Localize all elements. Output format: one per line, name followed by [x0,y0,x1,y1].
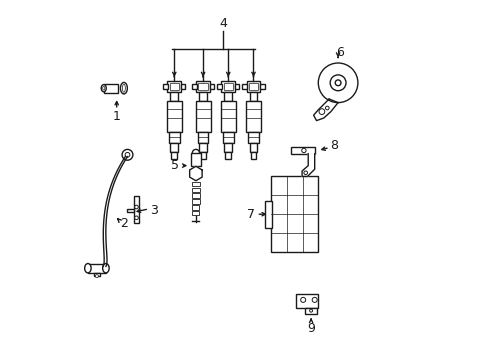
Ellipse shape [125,153,130,157]
Bar [166,101,182,132]
Bar [192,199,199,204]
Bar [133,196,139,223]
Ellipse shape [192,149,199,157]
Bar [170,143,178,152]
Circle shape [311,297,317,302]
Text: 5: 5 [171,159,179,172]
Bar [192,188,200,192]
Text: 6: 6 [335,46,343,59]
Bar [264,201,271,228]
Bar [225,152,231,159]
Bar [198,83,207,90]
Circle shape [318,109,324,114]
Bar [247,132,258,143]
Bar [200,152,205,159]
Bar [246,81,260,92]
Bar [224,143,232,152]
Bar [260,84,264,89]
Circle shape [95,275,98,278]
Bar [271,176,318,252]
Bar [127,209,134,212]
Bar [181,84,185,89]
Circle shape [134,216,138,220]
Bar [291,147,314,154]
Circle shape [134,205,138,209]
Bar [217,84,222,89]
Polygon shape [189,166,202,181]
Ellipse shape [122,84,125,92]
Ellipse shape [120,82,127,94]
Bar [167,81,181,92]
Bar [234,84,239,89]
Bar [192,193,199,198]
Bar [248,83,258,90]
Ellipse shape [102,86,104,90]
Bar [199,92,206,101]
Polygon shape [302,154,314,176]
Bar [88,264,106,273]
Bar [169,83,179,90]
Ellipse shape [84,264,91,273]
Bar [94,273,100,276]
Text: 2: 2 [120,217,127,230]
Bar [192,211,199,215]
Bar [245,101,261,132]
Bar [199,143,206,152]
Text: 7: 7 [246,208,254,221]
Bar [220,101,235,132]
Circle shape [303,171,307,175]
Circle shape [329,75,346,91]
Text: 8: 8 [330,139,338,152]
Bar [221,81,235,92]
Text: 4: 4 [219,17,226,30]
Text: 9: 9 [306,322,314,335]
Bar [170,92,178,101]
Bar [224,92,232,101]
Bar [295,294,317,308]
Ellipse shape [101,85,106,92]
Bar [168,132,179,143]
Bar [192,182,200,186]
Bar [196,81,209,92]
Circle shape [325,106,328,110]
Text: 3: 3 [149,204,158,217]
Bar [192,84,196,89]
Bar [195,101,210,132]
Bar [304,308,317,314]
Ellipse shape [102,264,109,273]
Circle shape [309,309,312,312]
Text: 1: 1 [113,111,121,123]
Bar [104,84,118,93]
Bar [171,152,177,159]
Circle shape [318,63,357,103]
Circle shape [335,80,340,86]
Bar [192,205,199,210]
Bar [209,84,214,89]
Ellipse shape [122,149,133,160]
Bar [197,132,208,143]
Bar [250,152,256,159]
Bar [163,84,167,89]
Bar [191,153,200,166]
Bar [249,143,257,152]
Circle shape [300,297,305,302]
Bar [223,83,232,90]
Circle shape [301,148,305,153]
Bar [249,92,257,101]
Bar [223,132,233,143]
Bar [242,84,246,89]
